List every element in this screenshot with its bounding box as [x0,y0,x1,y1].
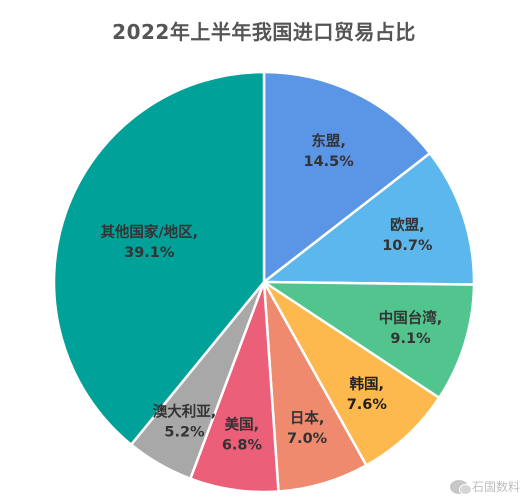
chart-title: 2022年上半年我国进口贸易占比 [112,20,416,44]
slice-name-label-0: 东盟, [311,132,346,150]
slice-value-label-4: 7.0% [287,431,328,447]
watermark-text: 石国数料 [471,480,520,494]
watermark: 石国数料 [449,478,520,495]
slice-value-label-2: 9.1% [390,331,431,347]
pie-slice-7 [52,70,266,447]
slice-name-label-3: 韩国, [350,375,385,393]
pie-slice-1 [260,151,476,286]
slice-name-label-7: 其他国家/地区, [100,223,198,241]
pie-slice-0 [262,70,432,285]
slice-name-label-2: 中国台湾, [379,309,443,327]
pie-slice-3 [262,280,441,468]
pie-slice-2 [259,280,476,400]
wechat-icon [449,479,472,495]
slice-value-label-7: 39.1% [124,245,175,261]
slice-name-label-4: 日本, [290,409,325,427]
slice-name-label-6: 澳大利亚, [153,402,217,420]
slice-value-label-6: 5.2% [164,424,205,440]
slice-name-label-1: 欧盟, [390,216,425,234]
slice-value-label-1: 10.7% [382,238,433,254]
slice-value-label-3: 7.6% [347,397,388,413]
slice-value-label-5: 6.8% [222,438,263,454]
slice-name-label-5: 美国, [225,416,260,434]
slice-value-label-0: 14.5% [304,154,355,170]
